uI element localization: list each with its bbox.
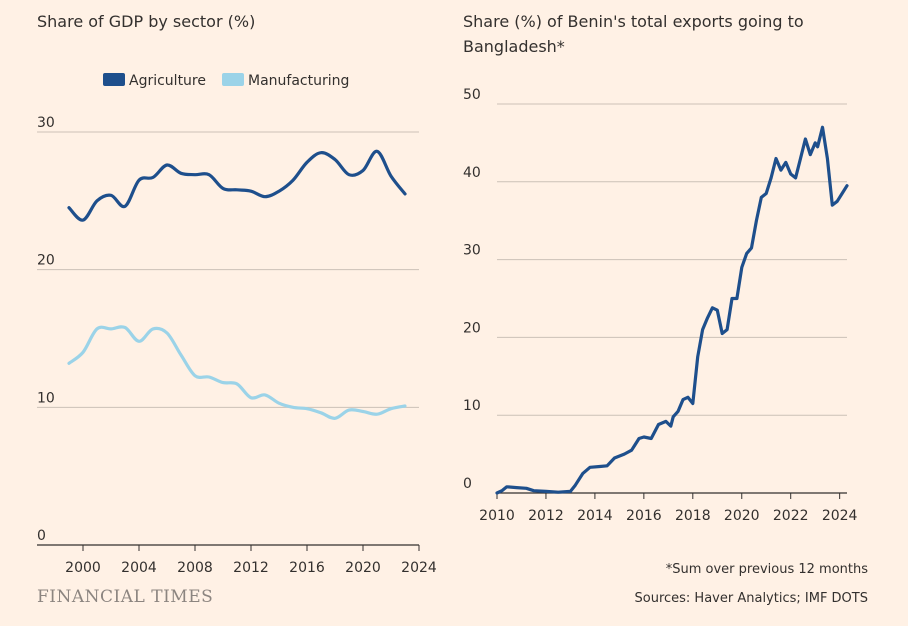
footnote: *Sum over previous 12 months — [665, 562, 868, 577]
legend-label-manufacturing: Manufacturing — [248, 73, 349, 89]
x-tick-label-2008: 2008 — [177, 560, 213, 576]
x-tick-label-2022: 2022 — [773, 508, 809, 524]
x-tick-label-2016: 2016 — [626, 508, 662, 524]
x-tick-label-2018: 2018 — [675, 508, 711, 524]
series-line-exports-share — [495, 125, 849, 495]
y-tick-label-50: 50 — [463, 87, 481, 103]
right-chart-title: Share (%) of Benin's total exports going… — [463, 12, 804, 56]
x-tick-label-2012: 2012 — [528, 508, 564, 524]
sources-note: Sources: Haver Analytics; IMF DOTS — [634, 591, 869, 606]
x-tick-label-2010: 2010 — [479, 508, 515, 524]
y-tick-label-0: 0 — [37, 528, 46, 544]
x-tick-label-2012: 2012 — [233, 560, 269, 576]
legend-label-agriculture: Agriculture — [129, 73, 206, 89]
y-tick-label-30: 30 — [37, 115, 55, 131]
x-tick-label-2020: 2020 — [724, 508, 760, 524]
series-line-agriculture — [67, 149, 407, 222]
y-tick-label-40: 40 — [463, 165, 481, 181]
legend-swatch-agriculture — [103, 73, 125, 86]
x-tick-label-2024: 2024 — [401, 560, 437, 576]
benin-exports-chart: 0 10 20 30 40 50 2010 2012 2014 2016 2018 2020 2022 2… — [463, 87, 858, 524]
y-tick-label-20: 20 — [37, 253, 55, 269]
y-tick-label-0: 0 — [463, 476, 472, 492]
x-tick-label-2000: 2000 — [65, 560, 101, 576]
y-tick-label-20: 20 — [463, 320, 481, 336]
y-tick-label-10: 10 — [37, 390, 55, 406]
y-tick-label-30: 30 — [463, 243, 481, 259]
y-tick-label-10: 10 — [463, 398, 481, 414]
gdp-sector-chart: 0 10 20 30 2000 2004 2008 2012 2016 2020 2024 Agric… — [37, 73, 437, 576]
x-tick-label-2016: 2016 — [289, 560, 325, 576]
left-chart-title: Share of GDP by sector (%) — [37, 12, 256, 31]
legend-swatch-manufacturing — [222, 73, 244, 86]
x-tick-label-2004: 2004 — [121, 560, 157, 576]
x-tick-label-2024: 2024 — [822, 508, 858, 524]
series-line-manufacturing — [67, 325, 407, 420]
x-tick-label-2014: 2014 — [577, 508, 613, 524]
brand-logo: FINANCIAL TIMES — [37, 587, 214, 607]
x-tick-label-2020: 2020 — [345, 560, 381, 576]
